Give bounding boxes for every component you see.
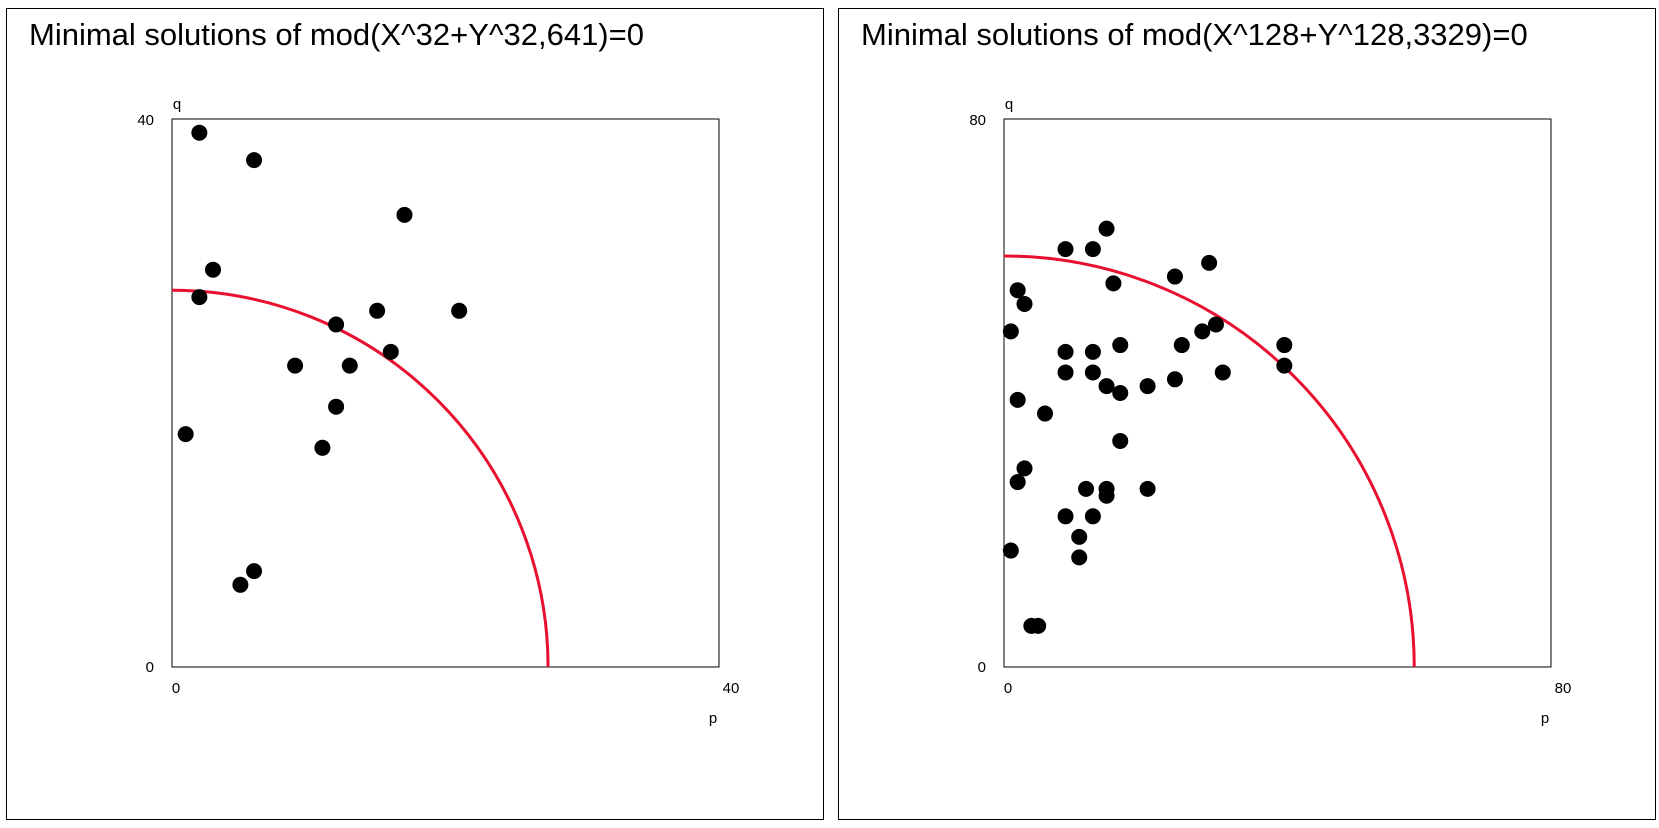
data-point [1002, 323, 1019, 340]
x-tick-label: 0 [1004, 680, 1012, 697]
data-point [1207, 316, 1224, 333]
data-point [1084, 343, 1101, 360]
data-point [1112, 385, 1129, 401]
data-point [1201, 254, 1218, 271]
data-point [328, 398, 345, 415]
data-point [1009, 474, 1026, 491]
data-point [1057, 364, 1074, 381]
data-point [1112, 337, 1129, 354]
data-point [1173, 337, 1190, 354]
data-point [1098, 220, 1115, 237]
data-point [1071, 528, 1088, 545]
y-tick-label: 80 [969, 112, 986, 129]
data-point [1002, 542, 1019, 559]
radius-curve [171, 288, 550, 668]
data-point [177, 426, 194, 443]
data-point [205, 261, 222, 278]
chart-panel-1: Minimal solutions of mod(X^32+Y^32,641)=… [6, 8, 824, 820]
y-axis-label: q [1005, 96, 1013, 113]
data-point [451, 302, 468, 319]
x-tick-label: 40 [723, 680, 740, 697]
scatter-plot-1: 0 40 0 40 q p [137, 96, 740, 727]
data-point [191, 124, 208, 141]
plot-frame [171, 118, 720, 668]
y-axis-label: q [173, 96, 181, 113]
y-tick-label: 0 [978, 659, 986, 676]
data-point [1139, 480, 1156, 497]
data-point [396, 206, 413, 223]
data-point [232, 576, 249, 593]
data-point [1166, 371, 1183, 388]
data-point [1194, 323, 1211, 340]
data-point [1276, 337, 1293, 354]
data-point [1057, 508, 1074, 525]
data-point [1098, 378, 1115, 395]
data-point [1009, 282, 1026, 299]
data-point [246, 563, 263, 580]
data-point [1037, 405, 1054, 422]
data-point [1276, 357, 1293, 374]
x-axis-label: p [1541, 710, 1549, 727]
data-point [1139, 378, 1156, 395]
scatter-plot-2: 0 80 0 80 q p [969, 96, 1572, 727]
data-point [1214, 364, 1231, 381]
data-point [1112, 432, 1129, 449]
data-point [328, 316, 345, 333]
data-point [1057, 241, 1074, 258]
data-point [1057, 343, 1074, 360]
data-point [1166, 268, 1183, 285]
plot-frame [1003, 118, 1552, 668]
y-tick-label: 0 [146, 659, 154, 676]
chart-title: Minimal solutions of mod(X^32+Y^32,641)=… [29, 17, 644, 52]
chart-panel-2: Minimal solutions of mod(X^128+Y^128,332… [838, 8, 1656, 820]
data-point [1084, 241, 1101, 258]
data-point [1098, 487, 1115, 504]
data-point [1084, 364, 1101, 381]
x-tick-label: 80 [1555, 680, 1572, 697]
data-point [246, 152, 263, 169]
data-point [287, 357, 304, 374]
data-point [369, 302, 386, 319]
data-point [1023, 617, 1040, 634]
data-point [1009, 391, 1026, 408]
data-point [1078, 480, 1095, 497]
x-tick-label: 0 [172, 680, 180, 697]
x-axis-label: p [709, 710, 717, 727]
data-point [1084, 508, 1101, 525]
y-tick-label: 40 [137, 112, 154, 129]
radius-curve [1003, 254, 1416, 668]
data-point [1071, 549, 1088, 566]
data-point [1016, 460, 1033, 477]
data-point [314, 439, 331, 456]
data-point [191, 289, 208, 306]
data-point [1016, 295, 1033, 312]
data-point [382, 343, 399, 360]
data-point [341, 357, 358, 374]
data-point [1105, 275, 1122, 292]
chart-title: Minimal solutions of mod(X^128+Y^128,332… [861, 17, 1528, 52]
